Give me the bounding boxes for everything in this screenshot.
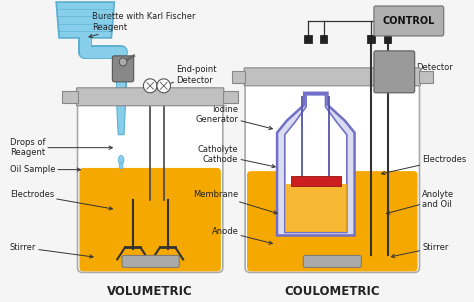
Text: Burette with Karl Fischer
Reagent: Burette with Karl Fischer Reagent [89,12,196,38]
Bar [367,35,375,43]
Text: Electrodes: Electrodes [9,190,112,210]
Polygon shape [56,2,114,38]
Bar [419,71,433,83]
Polygon shape [277,93,355,236]
Text: Anolyte
and Oil: Anolyte and Oil [386,190,455,214]
Text: Electrodes: Electrodes [382,155,466,175]
Text: Oil Sample: Oil Sample [9,165,81,174]
Bar [291,176,341,186]
Text: Iodine
Generator: Iodine Generator [195,105,273,130]
FancyBboxPatch shape [374,51,415,93]
Text: COULOMETRIC: COULOMETRIC [284,285,380,298]
Text: End-point
Detector: End-point Detector [166,65,217,85]
Ellipse shape [118,156,124,164]
Bar [62,91,78,103]
Text: Anode: Anode [211,227,273,244]
Circle shape [119,58,127,66]
FancyBboxPatch shape [78,98,223,272]
Text: Membrane: Membrane [193,190,277,214]
Ellipse shape [119,163,123,169]
FancyBboxPatch shape [80,168,221,271]
FancyBboxPatch shape [245,78,419,272]
Bar [304,35,312,43]
FancyBboxPatch shape [112,56,134,82]
Text: Drops of
Reagent: Drops of Reagent [9,138,112,157]
Text: Stirrer: Stirrer [392,243,449,258]
FancyBboxPatch shape [122,255,179,267]
Circle shape [157,79,171,93]
FancyBboxPatch shape [303,255,361,267]
Text: VOLUMETRIC: VOLUMETRIC [107,285,193,298]
Text: Stirrer: Stirrer [9,243,93,258]
Bar [285,184,347,233]
Bar [319,35,328,43]
Polygon shape [116,95,126,135]
Bar [223,91,238,103]
FancyBboxPatch shape [244,68,420,86]
Text: CONTROL: CONTROL [383,16,435,26]
Text: Catholyte
Cathode: Catholyte Cathode [198,145,275,168]
Bar [231,71,245,83]
FancyBboxPatch shape [374,6,444,36]
Bar [383,35,392,43]
Polygon shape [285,95,347,233]
FancyBboxPatch shape [247,171,418,271]
Text: Detector: Detector [413,63,453,73]
Circle shape [143,79,157,93]
FancyBboxPatch shape [76,88,224,106]
